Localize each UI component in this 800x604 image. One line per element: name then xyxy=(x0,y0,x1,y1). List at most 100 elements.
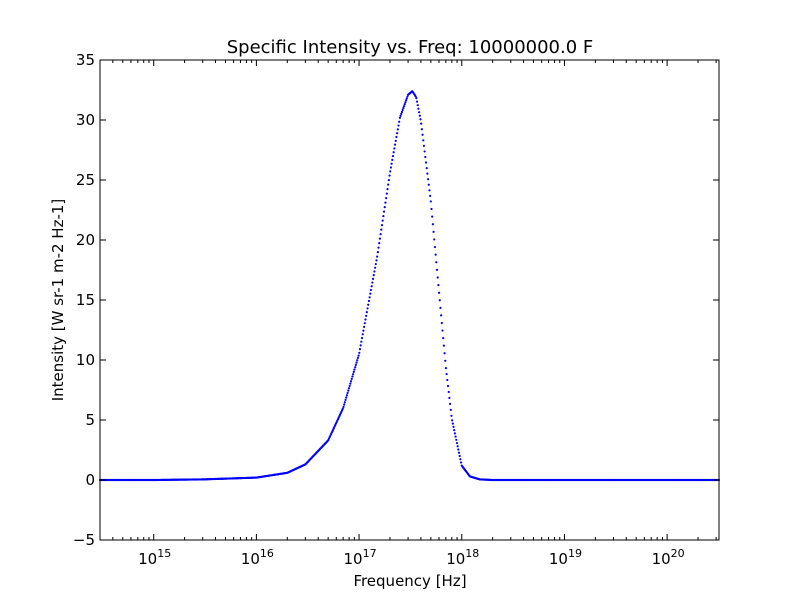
data-point xyxy=(437,291,441,294)
data-point xyxy=(387,178,390,182)
data-point xyxy=(344,398,347,402)
data-point xyxy=(386,187,389,191)
data-point xyxy=(400,110,404,114)
data-point xyxy=(418,111,421,114)
data-point xyxy=(359,344,362,347)
data-point xyxy=(367,299,371,303)
data-point xyxy=(443,352,446,355)
data-point xyxy=(415,97,418,100)
y-axis-label: Intensity [W sr-1 m-2 Hz-1] xyxy=(49,199,67,402)
data-point xyxy=(347,387,351,390)
data-point xyxy=(345,396,348,399)
data-point xyxy=(392,151,395,154)
y-tick-label: 5 xyxy=(85,411,95,429)
data-point xyxy=(396,128,399,131)
data-point xyxy=(458,454,461,458)
data-point xyxy=(365,311,368,314)
x-tick-label: 1017 xyxy=(344,547,377,568)
data-point xyxy=(361,333,364,336)
data-point xyxy=(381,219,384,222)
x-tick-label: 1016 xyxy=(241,547,274,568)
data-point xyxy=(436,276,439,279)
data-point xyxy=(349,380,353,383)
data-point xyxy=(352,373,355,376)
data-point xyxy=(403,103,406,106)
data-point xyxy=(347,389,350,392)
data-point xyxy=(371,277,375,280)
data-point xyxy=(439,306,442,309)
data-point xyxy=(429,194,432,197)
data-point xyxy=(454,435,457,438)
data-point xyxy=(459,461,463,464)
data-point xyxy=(393,143,397,146)
data-point xyxy=(420,128,423,131)
data-point xyxy=(435,268,439,271)
data-point xyxy=(431,223,434,226)
data-point xyxy=(352,370,355,374)
data-point xyxy=(453,432,456,435)
data-point xyxy=(457,451,461,454)
data-point xyxy=(353,368,356,371)
data-point xyxy=(376,255,379,258)
data-point xyxy=(377,246,380,249)
data-point xyxy=(356,356,360,359)
data-point xyxy=(358,347,362,351)
data-point xyxy=(373,270,376,273)
data-point xyxy=(427,183,430,186)
data-point xyxy=(370,285,373,288)
y-tick-label: 35 xyxy=(76,51,95,69)
data-point xyxy=(360,340,363,343)
data-point xyxy=(393,147,396,150)
data-point xyxy=(445,372,448,376)
chart-title: Specific Intensity vs. Freq: 10000000.0 … xyxy=(227,37,594,58)
data-point xyxy=(372,274,375,277)
data-point xyxy=(354,363,357,367)
data-point xyxy=(440,314,443,317)
data-point xyxy=(354,366,357,369)
data-point xyxy=(400,112,403,116)
data-point xyxy=(442,344,445,347)
data-point xyxy=(385,192,388,195)
data-point xyxy=(447,390,450,394)
data-point xyxy=(380,224,384,227)
data-point xyxy=(424,155,427,159)
data-point xyxy=(405,97,408,100)
data-point xyxy=(355,361,358,364)
plot-frame xyxy=(99,59,720,541)
data-point xyxy=(433,245,437,249)
y-tick-label: 30 xyxy=(76,111,95,129)
data-point xyxy=(382,210,386,213)
data-point xyxy=(374,262,377,266)
data-point xyxy=(376,251,379,254)
data-point xyxy=(425,166,428,170)
data-point xyxy=(440,321,443,325)
data-point xyxy=(442,337,445,340)
y-tick-label: 15 xyxy=(76,291,95,309)
data-point xyxy=(350,377,353,381)
data-point xyxy=(448,402,452,405)
data-point xyxy=(455,441,459,445)
data-point xyxy=(382,215,385,218)
data-point xyxy=(438,299,441,302)
data-point xyxy=(371,281,374,284)
data-point xyxy=(417,107,420,110)
data-point xyxy=(452,425,455,428)
data-point xyxy=(449,408,452,411)
data-point xyxy=(356,359,359,362)
data-point xyxy=(404,101,407,104)
data-point xyxy=(429,200,432,203)
x-tick-label: 1019 xyxy=(549,547,582,568)
data-point xyxy=(342,405,345,409)
data-point xyxy=(401,108,404,112)
data-point xyxy=(363,322,366,325)
data-point xyxy=(448,396,451,400)
data-point xyxy=(444,367,448,370)
data-point xyxy=(424,161,428,164)
data-point xyxy=(428,189,431,192)
data-point xyxy=(444,359,447,362)
data-point xyxy=(406,95,409,98)
data-point xyxy=(348,384,351,388)
x-axis-label: Frequency [Hz] xyxy=(353,572,466,590)
data-point xyxy=(366,307,369,310)
